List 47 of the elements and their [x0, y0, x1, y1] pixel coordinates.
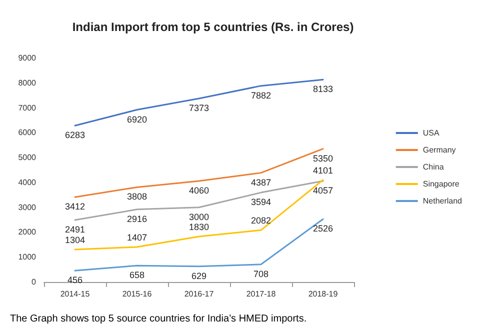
data-label: 708: [253, 268, 269, 279]
data-label: 4060: [188, 185, 210, 196]
data-label: 4057: [312, 186, 334, 196]
data-label: 5350: [312, 153, 334, 164]
x-tick-label: 2015-16: [122, 290, 152, 298]
x-tick-label: 2017-18: [246, 290, 276, 298]
data-label: 1407: [126, 232, 148, 242]
data-label: 2916: [126, 214, 148, 224]
data-label: 456: [67, 275, 83, 286]
data-label: 3412: [64, 202, 86, 212]
data-label: 1830: [188, 222, 210, 232]
y-tick-label: 7000: [18, 103, 37, 112]
data-label: 2526: [312, 224, 334, 234]
data-label: 2082: [250, 216, 272, 226]
legend-label: USA: [422, 128, 440, 138]
data-label: 4387: [250, 177, 272, 188]
x-tick-label: 2016-17: [184, 290, 214, 298]
y-tick-label: 3000: [18, 202, 37, 212]
x-tick-label: 2018-19: [308, 290, 338, 298]
legend-label: China: [422, 162, 444, 172]
y-tick-label: 2000: [18, 228, 37, 237]
data-label: 7882: [250, 90, 272, 100]
legend-label: Germany: [422, 146, 456, 154]
chart-title: Indian Import from top 5 countries (Rs. in Crores): [72, 20, 354, 34]
data-label: 3808: [126, 192, 148, 202]
y-tick-label: 1000: [18, 252, 37, 262]
data-label: 629: [191, 270, 207, 281]
y-tick-label: 0: [32, 278, 37, 286]
legend-label: Netherland: [422, 196, 462, 206]
data-label: 658: [129, 270, 145, 280]
text: The Graph shows top 5 source countries for India’s HMED imports.: [10, 314, 307, 324]
y-tick-label: 6000: [18, 128, 37, 138]
data-label: 4101: [312, 165, 334, 176]
data-label: 2491: [64, 224, 86, 234]
data-label: 3594: [250, 197, 272, 208]
x-tick-label: 2014-15: [60, 290, 90, 298]
y-tick-label: 9000: [18, 54, 37, 62]
data-label: 8133: [312, 84, 334, 94]
data-label: 7373: [188, 102, 210, 113]
y-tick-label: 4000: [18, 178, 37, 187]
data-label: 1304: [64, 235, 86, 246]
data-label: 6920: [126, 114, 148, 124]
y-tick-label: 8000: [18, 78, 37, 88]
y-tick-label: 5000: [18, 153, 37, 162]
legend-label: Singapore: [422, 180, 460, 188]
data-label: 3000: [188, 212, 210, 222]
data-label: 6283: [64, 130, 86, 140]
